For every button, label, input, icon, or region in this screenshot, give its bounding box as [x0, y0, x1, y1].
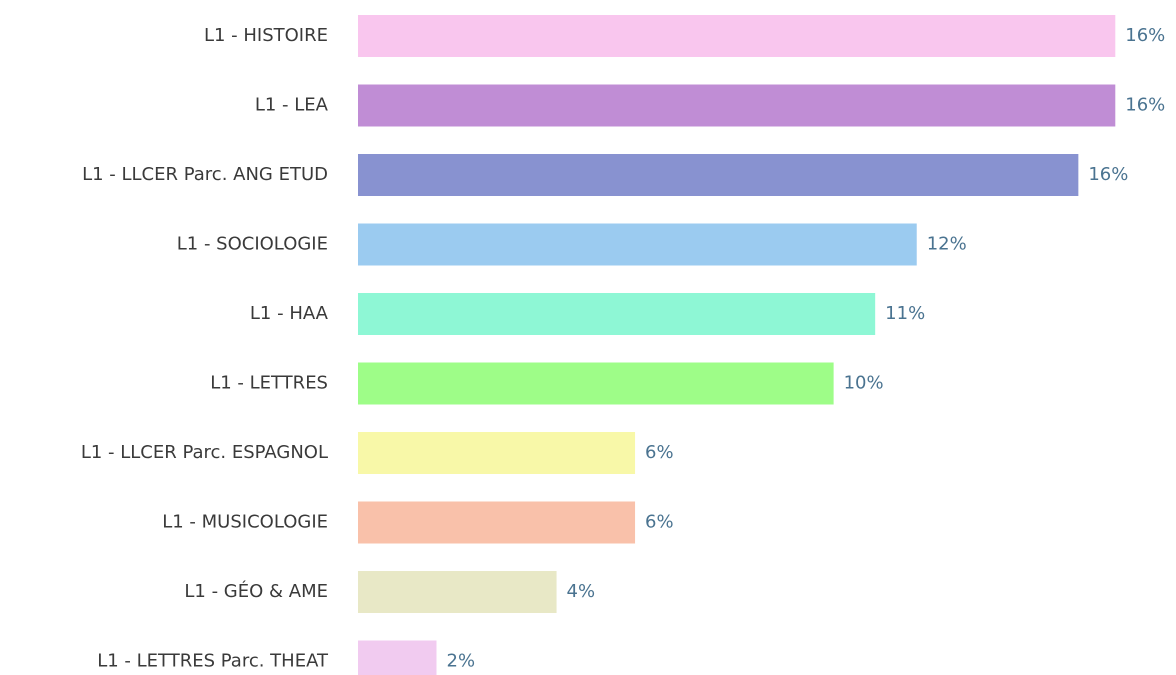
value-label: 16% [1088, 164, 1128, 185]
category-label: L1 - LETTRES Parc. THEAT [97, 651, 329, 672]
value-label: 6% [645, 512, 674, 533]
bar [358, 432, 636, 474]
value-label: 10% [844, 373, 884, 394]
bar [358, 362, 834, 405]
category-label: L1 - LEA [255, 95, 329, 116]
bar [358, 154, 1079, 196]
value-label: 4% [567, 581, 596, 602]
value-label: 2% [447, 651, 476, 672]
bar [358, 223, 917, 266]
bar [358, 84, 1116, 127]
category-label: L1 - GÉO & AME [184, 580, 328, 602]
category-label: L1 - SOCIOLOGIE [177, 234, 328, 255]
category-label: L1 - MUSICOLOGIE [162, 512, 328, 533]
value-label: 16% [1125, 95, 1165, 116]
category-label: L1 - LLCER Parc. ANG ETUD [82, 164, 328, 185]
category-label: L1 - HISTOIRE [204, 25, 328, 46]
bar [358, 640, 437, 675]
category-label: L1 - LLCER Parc. ESPAGNOL [81, 442, 328, 463]
bar [358, 571, 557, 613]
value-label: 12% [927, 234, 967, 255]
bar [358, 15, 1116, 57]
value-label: 6% [645, 442, 674, 463]
value-label: 16% [1125, 25, 1165, 46]
value-label: 11% [885, 303, 925, 324]
category-label: L1 - HAA [250, 303, 329, 324]
bar [358, 293, 876, 335]
bar [358, 501, 636, 544]
category-label: L1 - LETTRES [210, 373, 328, 394]
